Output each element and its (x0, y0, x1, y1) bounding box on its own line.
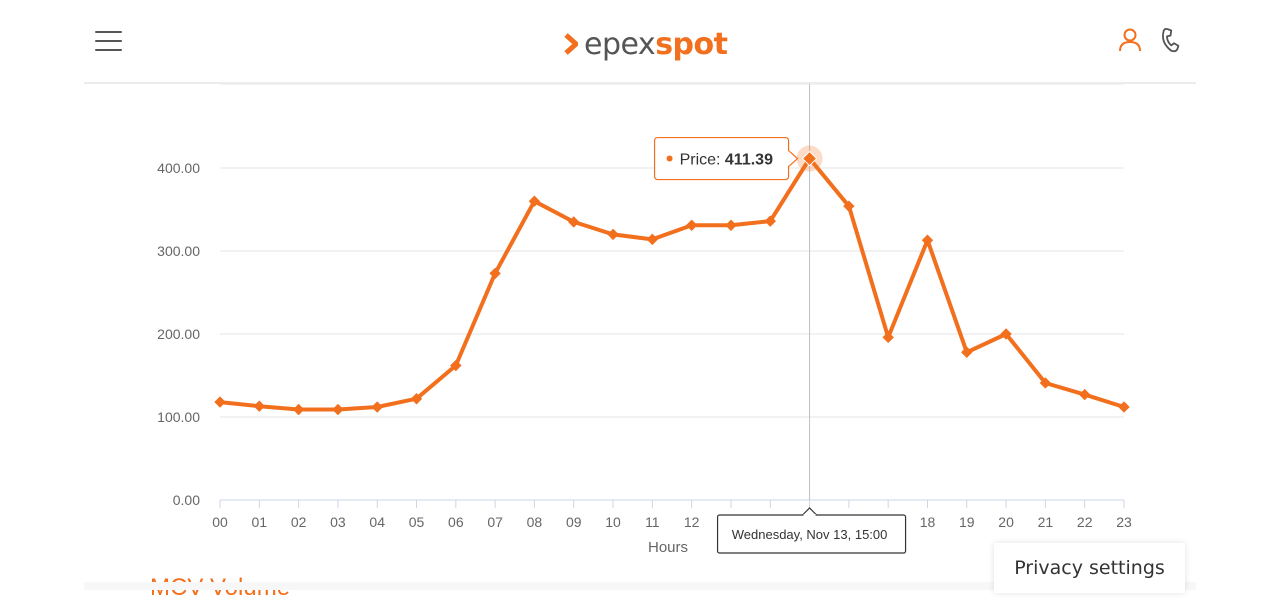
data-point-marker (685, 219, 698, 231)
x-tick-label: 04 (369, 514, 385, 530)
y-tick-label: 400.00 (157, 160, 200, 176)
data-point-marker (1039, 377, 1052, 389)
logo-chevron-icon (564, 33, 578, 55)
price-chart[interactable]: 0.00 100.00 200.00 300.00 400.00 00 01 02 03 04 05… (0, 83, 1280, 564)
data-point-marker (1078, 388, 1091, 401)
data-point-marker (646, 233, 659, 246)
x-tick-label: 00 (212, 514, 228, 530)
tooltip-series-dot (666, 155, 673, 162)
data-point-marker (725, 219, 737, 231)
data-point-marker (568, 216, 580, 228)
x-axis-title: Hours (648, 539, 688, 556)
x-crosshair-label-text: Wednesday, Nov 13, 15:00 (732, 527, 888, 542)
data-point-marker (450, 359, 462, 372)
x-tick-label: 03 (330, 514, 346, 530)
x-tick-label: 02 (291, 514, 307, 530)
x-crosshair-label-pointer (802, 507, 817, 516)
y-tick-label: 200.00 (157, 326, 200, 342)
data-point-marker (528, 195, 541, 207)
x-tick-label: 12 (684, 514, 700, 530)
data-point-marker (292, 403, 305, 416)
logo-text-spot: spot (655, 26, 728, 62)
x-tick-label: 06 (448, 514, 464, 530)
tooltip-pointer-mask (787, 151, 790, 166)
phone-icon[interactable] (1157, 26, 1185, 54)
y-tick-label: 100.00 (157, 409, 200, 425)
data-point-marker (371, 401, 383, 413)
x-tick-label: 05 (409, 514, 425, 530)
x-tick-label: 19 (959, 514, 975, 530)
data-point-marker (332, 403, 344, 416)
x-tick-label: 08 (527, 514, 543, 530)
data-point-marker (961, 346, 973, 358)
x-tick-label: 20 (998, 514, 1014, 530)
data-point-marker (1000, 328, 1012, 340)
x-tick-label: 23 (1116, 514, 1132, 530)
data-point-marker (921, 234, 934, 246)
price-series-line (218, 156, 1126, 412)
privacy-settings-button[interactable]: Privacy settings (994, 543, 1185, 593)
y-tick-label: 0.00 (173, 492, 200, 508)
data-point-marker (253, 400, 266, 412)
x-tick-label: 18 (920, 514, 936, 530)
data-point-marker (607, 228, 619, 241)
site-header: epex spot (0, 0, 1280, 84)
x-crosshair-pointer-mask (803, 514, 816, 516)
header-divider (84, 82, 1196, 84)
x-tick-label: 09 (566, 514, 582, 530)
y-tick-label: 300.00 (157, 243, 200, 259)
tooltip-text: Price: 411.39 (680, 152, 774, 169)
hamburger-menu-icon[interactable] (95, 29, 122, 53)
tooltip-pointer (788, 150, 799, 167)
x-tick-label: 07 (487, 514, 503, 530)
data-point-marker (764, 215, 776, 227)
data-point-marker (410, 393, 423, 405)
data-point-marker (801, 150, 818, 167)
x-tick-label: 21 (1038, 514, 1054, 530)
data-point-marker (882, 331, 894, 344)
user-icon[interactable] (1116, 26, 1144, 54)
x-tick-label: 01 (252, 514, 268, 530)
x-tick-label: 22 (1077, 514, 1093, 530)
data-point-marker (489, 267, 501, 280)
epexspot-logo[interactable]: epex spot (564, 24, 728, 64)
x-tick-label: 11 (645, 514, 660, 530)
data-point-marker (843, 200, 855, 212)
section-band (84, 582, 1196, 590)
data-point-marker (1118, 401, 1130, 413)
x-tick-label: 10 (605, 514, 621, 530)
data-point-marker (214, 396, 226, 408)
price-chart-svg: 0.00 100.00 200.00 300.00 400.00 00 01 02 03 04 05… (157, 83, 1132, 556)
logo-text-epex: epex (584, 26, 656, 62)
